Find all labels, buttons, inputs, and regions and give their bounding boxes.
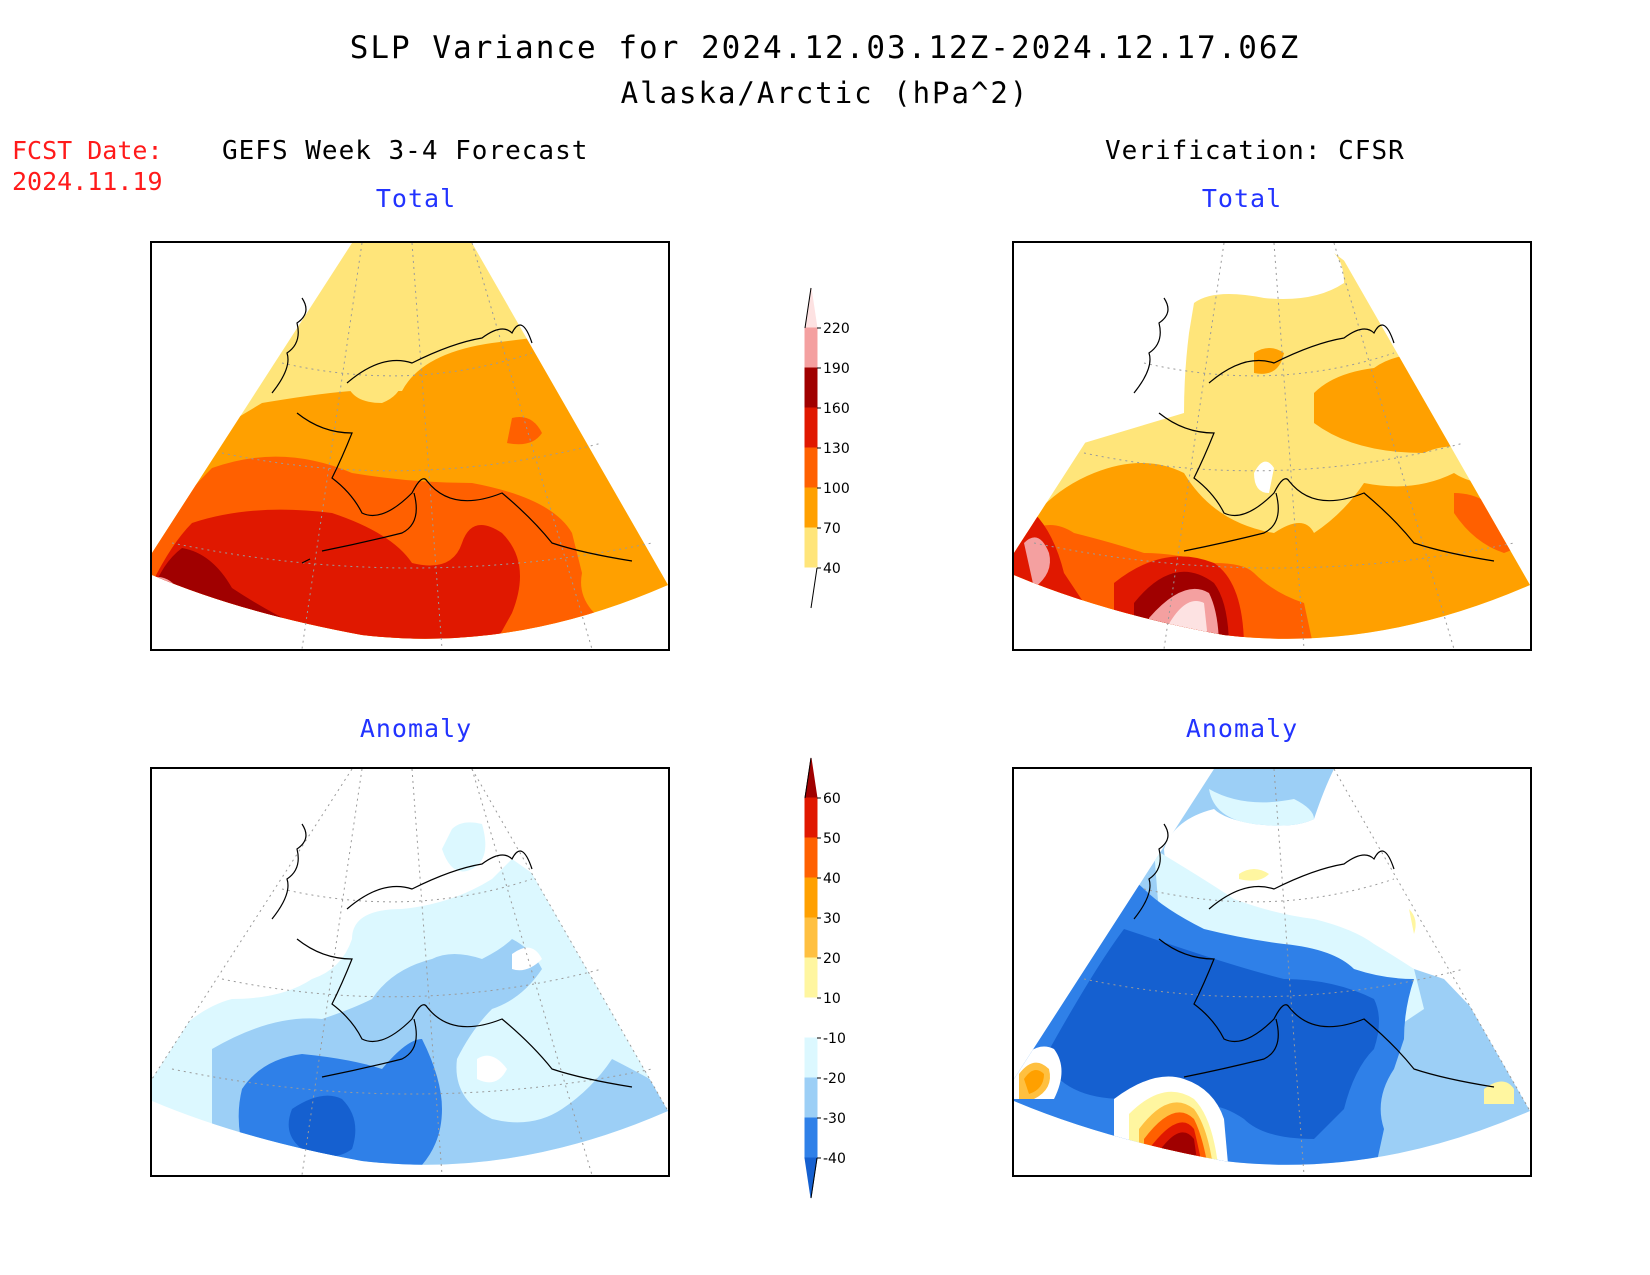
colorbar-segment (804, 1117, 818, 1159)
forecast-date-value: 2024.11.19 (12, 167, 163, 196)
right-column-header: Verification: CFSR (1105, 136, 1405, 166)
colorbar-total: 40 70 100 130 160 190 220 (804, 287, 850, 609)
colorbar-segment (804, 367, 818, 409)
colorbar-segment (804, 837, 818, 879)
chart-title: SLP Variance for 2024.12.03.12Z-2024.12.… (349, 30, 1301, 66)
colorbar-segment (804, 997, 818, 1039)
colorbar-tick-label: 220 (823, 321, 850, 337)
colorbar-tick-label: 100 (823, 481, 850, 497)
top-left-subtitle: Total (375, 184, 457, 213)
left-column-header: GEFS Week 3-4 Forecast (222, 136, 589, 166)
colorbar-segment (804, 527, 818, 569)
forecast-date-label: FCST Date: (12, 136, 163, 165)
colorbar-tick-label: -10 (823, 1031, 846, 1047)
colorbar-tick-label: -30 (823, 1111, 846, 1127)
map-panel-forecast-anomaly (150, 767, 670, 1177)
bottom-right-subtitle: Anomaly (1185, 714, 1299, 743)
colorbar-tick-label: 40 (823, 561, 841, 577)
colorbar-tick-label: 70 (823, 521, 841, 537)
colorbar-segment (804, 1077, 818, 1119)
colorbar-segment (804, 487, 818, 529)
colorbar-tick-label: 30 (823, 911, 841, 927)
colorbar-tick-label: 20 (823, 951, 841, 967)
bottom-left-subtitle: Anomaly (359, 714, 473, 743)
colorbar-segment (804, 327, 818, 369)
colorbar-outline (804, 287, 812, 329)
colorbar-anomaly: -40 -30 -20 -10 10 20 30 40 50 60 (804, 757, 846, 1199)
colorbar-tick-label: 40 (823, 871, 841, 887)
colorbar-tick-label: -40 (823, 1151, 846, 1167)
colorbar-segment (804, 287, 818, 329)
colorbar-tick-label: 190 (823, 361, 850, 377)
map-panel-forecast-total (150, 241, 670, 651)
colorbar-segment (804, 797, 818, 839)
colorbar-tick-label: 50 (823, 831, 841, 847)
colorbar-segment (804, 757, 818, 799)
colorbar-outline (810, 1157, 818, 1199)
colorbar-tick-label: 10 (823, 991, 841, 1007)
map-panel-verification-total (1012, 241, 1532, 651)
colorbar-segment (804, 917, 818, 959)
top-right-subtitle: Total (1201, 184, 1283, 213)
map-panel-verification-anomaly (1012, 767, 1532, 1177)
colorbar-tick-label: 160 (823, 401, 850, 417)
colorbar-segment (804, 407, 818, 449)
colorbar-tick-label: 130 (823, 441, 850, 457)
colorbar-tick-label: 60 (823, 791, 841, 807)
colorbar-segment (804, 877, 818, 919)
colorbar-tick-label: -20 (823, 1071, 846, 1087)
colorbar-segment (804, 567, 818, 609)
colorbar-segment (804, 957, 818, 999)
colorbar-segment (804, 1157, 818, 1199)
colorbar-segment (804, 1037, 818, 1079)
chart-subtitle: Alaska/Arctic (hPa^2) (620, 76, 1030, 110)
colorbar-outline (804, 757, 812, 799)
colorbar-segment (804, 447, 818, 489)
colorbar-outline (810, 567, 818, 609)
